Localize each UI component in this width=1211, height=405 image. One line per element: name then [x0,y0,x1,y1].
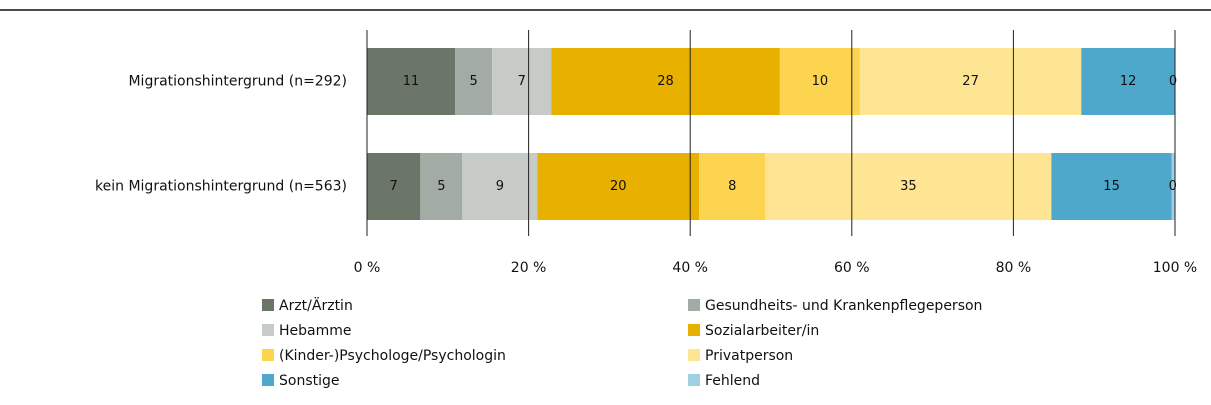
bar-segment [779,48,860,115]
bar-segment [1171,153,1175,220]
bar-segment [537,153,700,220]
legend-label: Hebamme [279,323,352,339]
legend-swatch [262,324,274,336]
legend-swatch [262,349,274,361]
legend-swatch [688,299,700,311]
legend-label: Gesundheits- und Krankenpflegeperson [705,298,982,314]
x-tick-label: 80 % [996,260,1032,276]
legend-swatch [262,299,274,311]
bar-segment [1081,48,1175,115]
x-tick-label: 20 % [511,260,547,276]
value-label: 7 [518,74,526,89]
bar-segment [859,48,1082,115]
value-label: 28 [657,74,674,89]
x-tick-label: 60 % [834,260,870,276]
legend-label: Sozialarbeiter/in [705,323,819,339]
value-label: 9 [496,179,504,194]
bar-segment [1051,153,1172,220]
legend-swatch [688,374,700,386]
x-tick-label: 40 % [672,260,708,276]
bar-segment [455,48,493,115]
legend-label: Sonstige [279,373,340,389]
legend-swatch [688,324,700,336]
bar-segment [699,153,766,220]
legend-swatch [262,374,274,386]
x-tick-label: 100 % [1153,260,1197,276]
bar-segment [492,48,552,115]
bar-segment [462,153,538,220]
y-tick-label: kein Migrationshintergrund (n=563) [95,179,347,195]
value-label: 20 [610,179,627,194]
bar-segment [551,48,780,115]
legend-label: Arzt/Ärztin [279,296,353,314]
bar-segment [420,153,463,220]
value-label: 8 [728,179,736,194]
value-label: 0 [1169,74,1177,89]
value-label: 15 [1103,179,1120,194]
y-tick-label: Migrationshintergrund (n=292) [128,74,347,90]
value-label: 10 [812,74,829,89]
bar-segment [765,153,1052,220]
legend-swatch [688,349,700,361]
x-tick-label: 0 % [354,260,381,276]
legend-label: (Kinder-)Psychologe/Psychologin [279,348,506,364]
value-label: 7 [390,179,398,194]
bar-segment [367,153,421,220]
value-label: 0 [1169,179,1177,194]
legend-label: Fehlend [705,373,760,389]
value-label: 35 [900,179,917,194]
bar-segment [367,48,456,115]
value-label: 27 [962,74,979,89]
legend-label: Privatperson [705,348,793,364]
value-label: 5 [470,74,478,89]
value-label: 11 [403,74,420,89]
value-label: 12 [1120,74,1137,89]
value-label: 5 [437,179,445,194]
